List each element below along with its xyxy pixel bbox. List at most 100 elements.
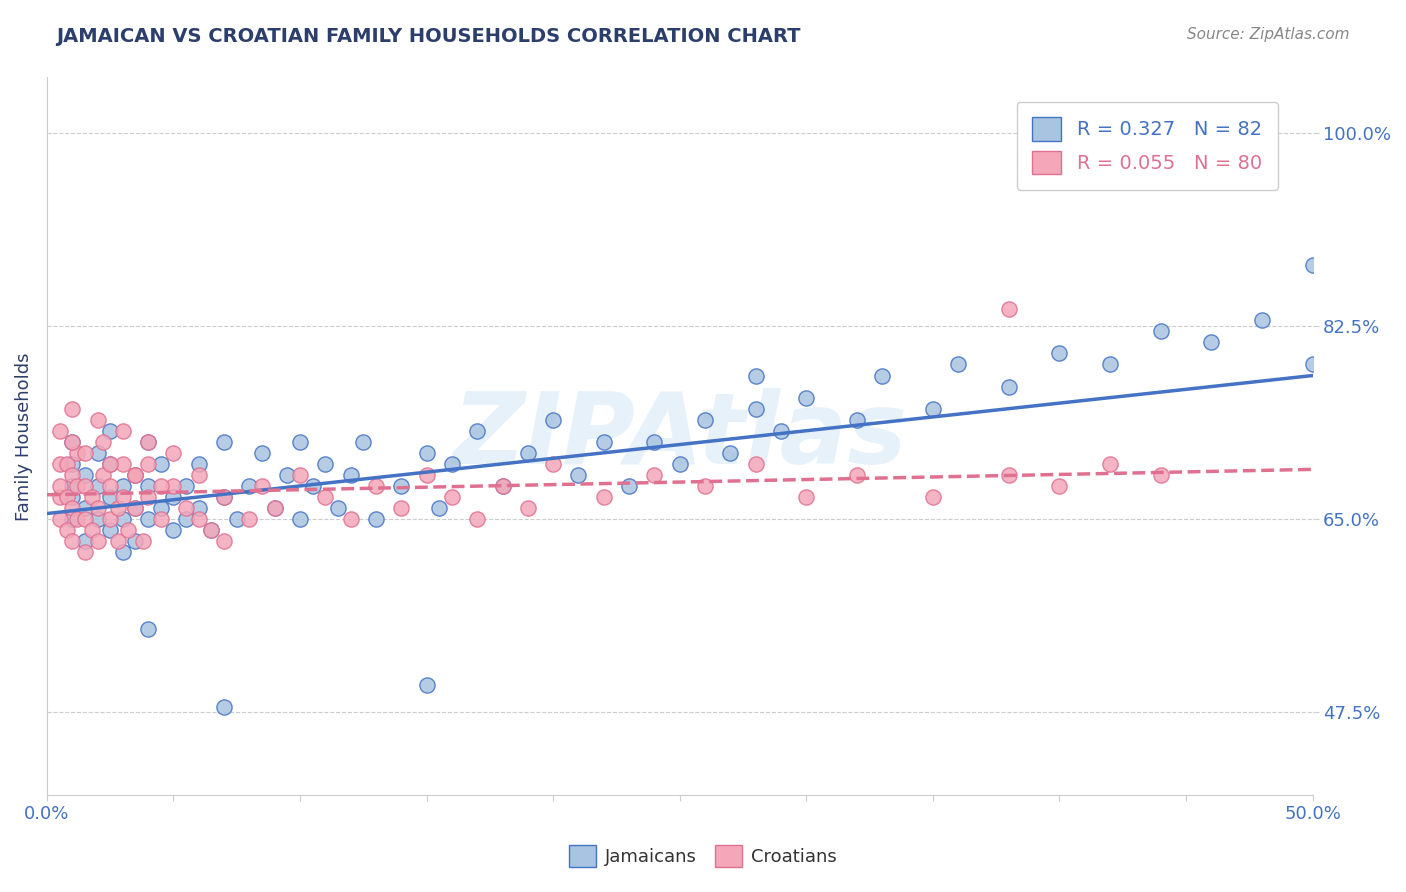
Point: [162, 446, 184, 460]
Point: [200, 523, 222, 537]
Point: [1251, 313, 1274, 327]
Point: [82, 523, 104, 537]
Point: [124, 534, 146, 549]
Point: [617, 479, 640, 493]
Point: [352, 434, 374, 449]
Point: [314, 490, 336, 504]
Point: [998, 467, 1021, 482]
Point: [117, 523, 139, 537]
Point: [86, 446, 108, 460]
Point: [60, 467, 83, 482]
Point: [187, 501, 209, 516]
Point: [212, 534, 235, 549]
Point: [212, 434, 235, 449]
Point: [301, 479, 323, 493]
Text: JAMAICAN VS CROATIAN FAMILY HOUSEHOLDS CORRELATION CHART: JAMAICAN VS CROATIAN FAMILY HOUSEHOLDS C…: [56, 27, 801, 45]
Point: [415, 678, 437, 692]
Point: [73, 467, 96, 482]
Point: [238, 479, 260, 493]
Point: [73, 501, 96, 516]
Point: [124, 501, 146, 516]
Point: [73, 545, 96, 559]
Point: [60, 512, 83, 526]
Point: [288, 434, 311, 449]
Point: [845, 467, 868, 482]
Point: [82, 490, 104, 504]
Point: [66, 512, 89, 526]
Point: [98, 457, 121, 471]
Point: [56, 457, 79, 471]
Point: [107, 501, 129, 516]
Point: [1049, 479, 1071, 493]
Point: [744, 368, 766, 383]
Point: [60, 401, 83, 416]
Point: [427, 501, 450, 516]
Point: [86, 512, 108, 526]
Point: [212, 699, 235, 714]
Point: [124, 467, 146, 482]
Point: [364, 479, 387, 493]
Point: [162, 523, 184, 537]
Point: [263, 501, 285, 516]
Point: [541, 457, 564, 471]
Point: [86, 534, 108, 549]
Point: [212, 490, 235, 504]
Point: [693, 413, 716, 427]
Point: [98, 523, 121, 537]
Point: [769, 424, 792, 438]
Point: [124, 501, 146, 516]
Point: [946, 358, 969, 372]
Point: [60, 501, 83, 516]
Point: [339, 512, 361, 526]
Point: [998, 302, 1021, 317]
Point: [48, 512, 70, 526]
Point: [149, 479, 172, 493]
Point: [870, 368, 893, 383]
Point: [212, 490, 235, 504]
Point: [668, 457, 690, 471]
Point: [48, 479, 70, 493]
Point: [1302, 258, 1324, 272]
Point: [124, 467, 146, 482]
Point: [56, 523, 79, 537]
Point: [174, 479, 197, 493]
Point: [136, 457, 159, 471]
Point: [276, 467, 298, 482]
Text: ZIPAtlas: ZIPAtlas: [453, 388, 907, 484]
Point: [48, 490, 70, 504]
Point: [111, 479, 134, 493]
Point: [60, 457, 83, 471]
Point: [91, 434, 114, 449]
Point: [86, 479, 108, 493]
Point: [111, 545, 134, 559]
Point: [288, 512, 311, 526]
Point: [693, 479, 716, 493]
Point: [66, 446, 89, 460]
Point: [1302, 358, 1324, 372]
Point: [56, 490, 79, 504]
Point: [440, 490, 463, 504]
Point: [389, 501, 412, 516]
Point: [415, 467, 437, 482]
Point: [263, 501, 285, 516]
Point: [592, 490, 614, 504]
Point: [136, 623, 159, 637]
Point: [111, 457, 134, 471]
Point: [136, 434, 159, 449]
Point: [491, 810, 513, 824]
Point: [288, 467, 311, 482]
Point: [744, 457, 766, 471]
Point: [238, 512, 260, 526]
Point: [1099, 358, 1122, 372]
Point: [107, 534, 129, 549]
Point: [149, 457, 172, 471]
Point: [1201, 335, 1223, 350]
Point: [250, 446, 273, 460]
Point: [162, 490, 184, 504]
Legend: R = 0.327   N = 82, R = 0.055   N = 80: R = 0.327 N = 82, R = 0.055 N = 80: [1017, 102, 1278, 190]
Point: [60, 434, 83, 449]
Text: Source: ZipAtlas.com: Source: ZipAtlas.com: [1187, 27, 1350, 42]
Point: [643, 467, 665, 482]
Point: [225, 512, 247, 526]
Point: [98, 479, 121, 493]
